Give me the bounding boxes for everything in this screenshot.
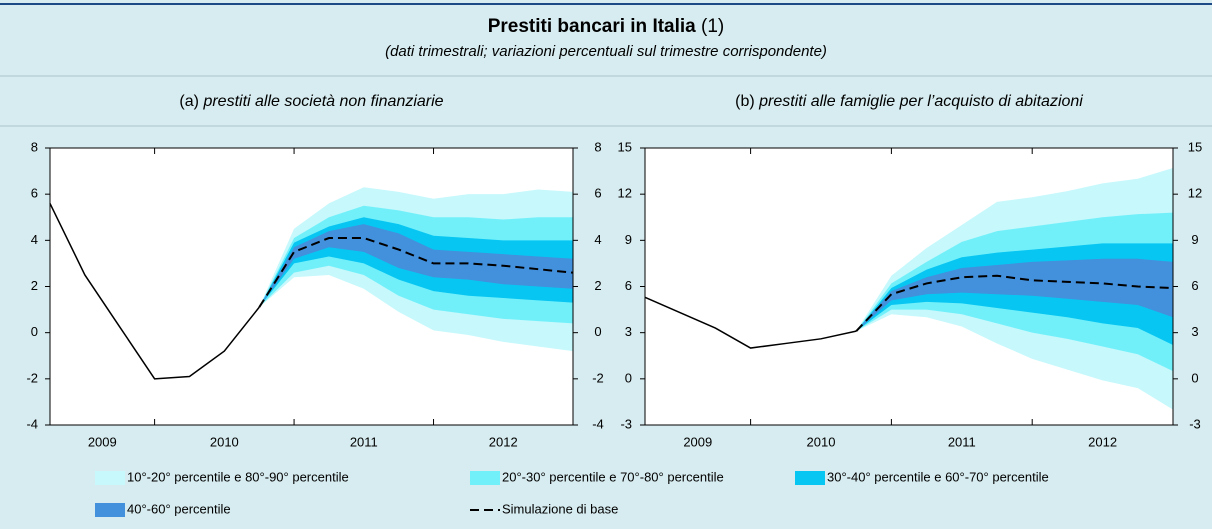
x-tick-label: 2011	[948, 434, 976, 449]
y-tick-label: 2	[31, 278, 38, 293]
y2-tick-label: -3	[1189, 416, 1201, 431]
y-tick-label: 12	[618, 186, 632, 201]
y2-tick-label: 2	[594, 278, 601, 293]
y2-tick-label: -4	[592, 416, 604, 431]
title-note: (1)	[701, 16, 724, 37]
y-tick-label: -3	[620, 416, 632, 431]
panel-label: (a)	[179, 93, 199, 110]
legend-label: 30°-40° percentile e 60°-70° percentile	[827, 469, 1049, 484]
legend-swatch	[95, 471, 125, 485]
legend-swatch	[795, 471, 825, 485]
baseline-line	[855, 274, 1174, 332]
y2-tick-label: 4	[594, 232, 601, 247]
x-tick-label: 2011	[350, 434, 378, 449]
y-tick-label: 15	[618, 139, 632, 154]
legend-label: 20°-30° percentile e 70°-80° percentile	[502, 469, 724, 484]
panel-name: prestiti alle famiglie per l’acquisto di…	[758, 93, 1083, 110]
y-tick-label: -2	[26, 370, 38, 385]
y-tick-label: 8	[31, 139, 38, 154]
legend-swatch	[95, 503, 125, 517]
title: Prestiti bancari in Italia	[488, 16, 696, 37]
x-tick-label: 2012	[1088, 434, 1117, 449]
x-tick-label: 2009	[88, 434, 117, 449]
y2-tick-label: 8	[594, 139, 601, 154]
legend-label: Simulazione di base	[502, 501, 618, 516]
y-tick-label: 6	[625, 278, 632, 293]
y-tick-label: 3	[625, 324, 632, 339]
fan-band	[856, 258, 1173, 332]
panel-title: (b) prestiti alle famiglie per l’acquist…	[735, 93, 1083, 110]
y2-tick-label: 6	[1191, 278, 1198, 293]
y2-tick-label: -2	[592, 370, 604, 385]
title-line: Prestiti bancari in Italia (1)	[488, 16, 725, 37]
y2-tick-label: 3	[1191, 324, 1198, 339]
panel-name: prestiti alle società non finanziarie	[202, 93, 443, 110]
x-tick-label: 2009	[683, 434, 712, 449]
history-line	[644, 296, 857, 349]
y2-tick-label: 15	[1188, 139, 1202, 154]
fan-band	[259, 224, 573, 308]
panel-label: (b)	[735, 93, 755, 110]
y2-tick-label: 12	[1188, 186, 1202, 201]
x-tick-label: 2010	[807, 434, 836, 449]
baseline-line	[258, 237, 574, 308]
x-tick-label: 2012	[489, 434, 518, 449]
y2-tick-label: 0	[1191, 370, 1198, 385]
y-tick-label: 0	[625, 370, 632, 385]
panel-title: (a) prestiti alle società non finanziari…	[179, 93, 443, 110]
y-tick-label: 9	[625, 232, 632, 247]
legend-label: 10°-20° percentile e 80°-90° percentile	[127, 469, 349, 484]
y-tick-label: 6	[31, 186, 38, 201]
y2-tick-label: 6	[594, 186, 601, 201]
legend-label: 40°-60° percentile	[127, 501, 231, 516]
y-tick-label: -4	[26, 416, 38, 431]
legend-swatch	[470, 471, 500, 485]
y-tick-label: 0	[31, 324, 38, 339]
subtitle: (dati trimestrali; variazioni percentual…	[385, 43, 827, 60]
y2-tick-label: 0	[594, 324, 601, 339]
history-line	[49, 203, 260, 380]
y-tick-label: 4	[31, 232, 38, 247]
y2-tick-label: 9	[1191, 232, 1198, 247]
x-tick-label: 2010	[210, 434, 239, 449]
